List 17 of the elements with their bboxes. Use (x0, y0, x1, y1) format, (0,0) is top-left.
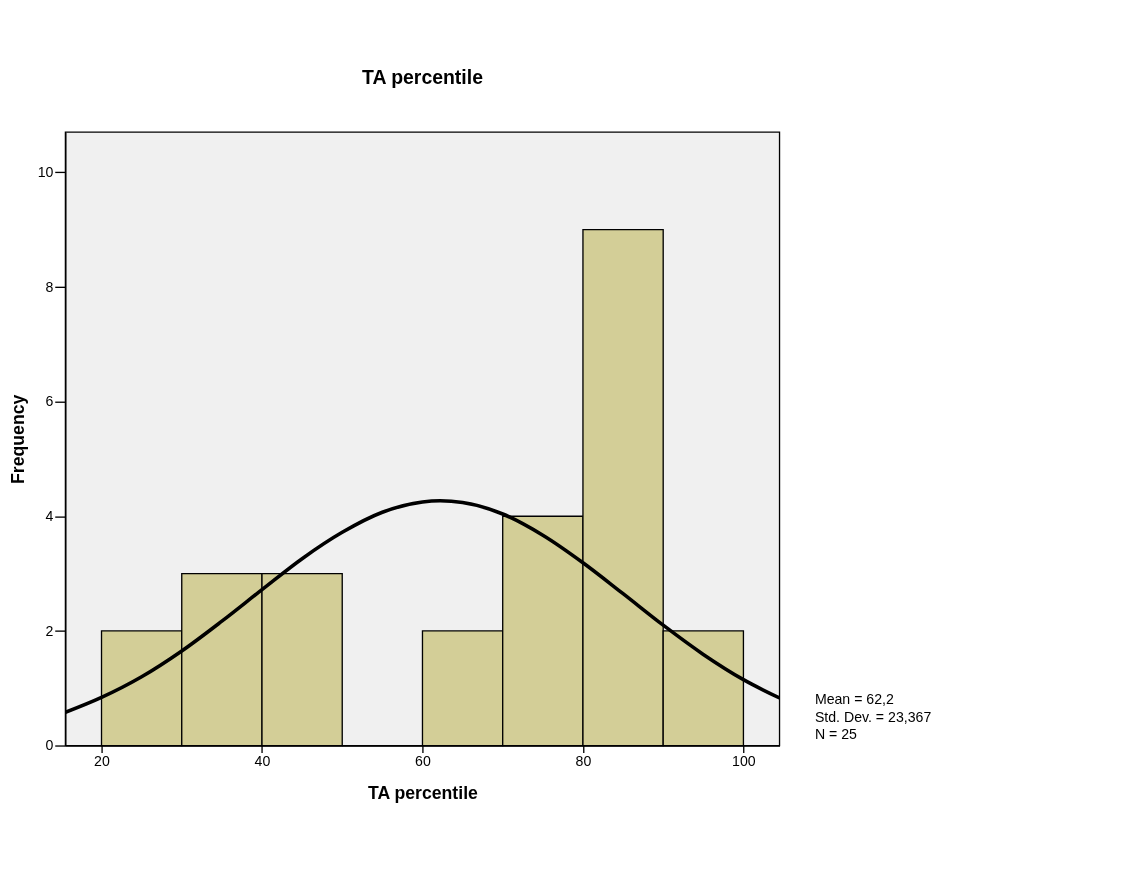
x-tick-label: 60 (415, 753, 431, 770)
x-tick-label: 80 (575, 753, 592, 770)
text: Mean = 62,2 (814, 691, 894, 708)
y-tick-label: 10 (37, 164, 54, 181)
text: N = 25 (814, 726, 858, 743)
y-tick-label: 6 (45, 393, 54, 410)
text: Std. Dev. = 23,367 (814, 708, 932, 725)
x-tick-label: 40 (254, 753, 271, 770)
x-tick-label: 100 (732, 753, 756, 770)
y-tick-label: 0 (45, 737, 54, 754)
x-axis-title: TA percentile (367, 783, 479, 804)
y-tick-label: 8 (45, 278, 54, 295)
y-tick-label: 2 (45, 622, 54, 639)
x-tick-label: 20 (94, 753, 110, 770)
y-tick-label: 4 (45, 508, 54, 525)
y-axis-title: Frequency (7, 394, 28, 484)
chart-title: TA percentile (361, 65, 484, 88)
